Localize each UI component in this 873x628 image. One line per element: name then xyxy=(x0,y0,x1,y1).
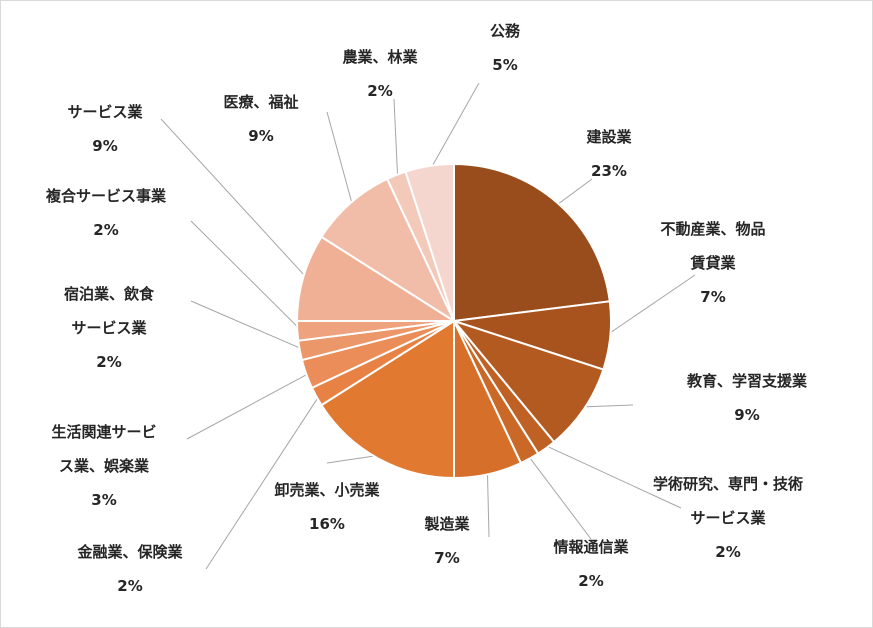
pie-slice xyxy=(451,318,605,444)
leader-line xyxy=(486,470,490,538)
slice-percent-label: 9% xyxy=(92,137,117,155)
slice-category-label: 医療、福祉 xyxy=(223,93,298,111)
slice-category-label: 複合サービス事業 xyxy=(45,187,167,205)
slice-percent-label: 3% xyxy=(91,491,116,509)
slice-category-label: 公務 xyxy=(490,22,521,40)
slice-labels: 建設業23%不動産業、物品賃貸業7%教育、学習支援業9%学術研究、専門・技術サー… xyxy=(45,22,808,595)
leader-line xyxy=(326,454,381,464)
leader-line xyxy=(190,220,302,331)
pie-slice xyxy=(320,319,455,480)
slice-percent-label: 2% xyxy=(93,221,118,239)
slice-percent-label: 7% xyxy=(700,288,725,306)
slice-category-label: 学術研究、専門・技術 xyxy=(653,475,803,493)
slice-category-label: 生活関連サービ xyxy=(51,423,156,441)
leader-line xyxy=(606,274,696,336)
leader-line xyxy=(554,178,593,207)
slice-category-label: 農業、林業 xyxy=(342,48,418,66)
pie-slice xyxy=(453,162,611,323)
pie-slice xyxy=(295,235,458,322)
slice-category-label: サービス業 xyxy=(71,319,147,337)
slice-category-label: 金融業、保険業 xyxy=(76,543,183,561)
leader-line xyxy=(326,111,354,207)
slice-category-label: 教育、学習支援業 xyxy=(686,372,808,390)
leader-line xyxy=(580,404,634,408)
slice-category-label: 卸売業、小売業 xyxy=(274,481,380,499)
slice-percent-label: 2% xyxy=(367,82,392,100)
slice-category-label: 製造業 xyxy=(423,515,470,533)
slice-category-label: 賃貸業 xyxy=(689,254,736,272)
slice-percent-label: 5% xyxy=(492,56,517,74)
slice-category-label: 不動産業、物品 xyxy=(660,220,765,238)
slice-percent-label: 16% xyxy=(309,515,345,533)
slice-percent-label: 9% xyxy=(248,127,273,145)
slice-percent-label: 7% xyxy=(434,549,459,567)
leader-line xyxy=(543,444,682,509)
slice-category-label: サービス業 xyxy=(67,103,143,121)
slice-category-label: 建設業 xyxy=(586,128,632,146)
pie-slice xyxy=(320,177,457,324)
slice-percent-label: 2% xyxy=(715,543,740,561)
leader-line xyxy=(205,394,321,570)
leader-line xyxy=(190,300,304,351)
slice-category-label: 情報通信業 xyxy=(553,538,629,556)
leader-line xyxy=(160,118,308,279)
pie-slices xyxy=(295,162,612,480)
slice-percent-label: 9% xyxy=(734,406,759,424)
leader-line xyxy=(186,372,311,440)
slice-percent-label: 2% xyxy=(578,572,603,590)
slice-category-label: 宿泊業、飲食 xyxy=(64,285,155,303)
slice-percent-label: 2% xyxy=(96,353,121,371)
slice-category-label: ス業、娯楽業 xyxy=(59,457,150,475)
leader-lines xyxy=(160,82,696,570)
leader-line xyxy=(393,98,399,179)
slice-percent-label: 2% xyxy=(117,577,142,595)
slice-category-label: サービス業 xyxy=(690,509,766,527)
leader-line xyxy=(429,82,480,171)
pie-slice xyxy=(404,162,455,322)
slice-percent-label: 23% xyxy=(591,162,627,180)
leader-line xyxy=(527,454,592,540)
